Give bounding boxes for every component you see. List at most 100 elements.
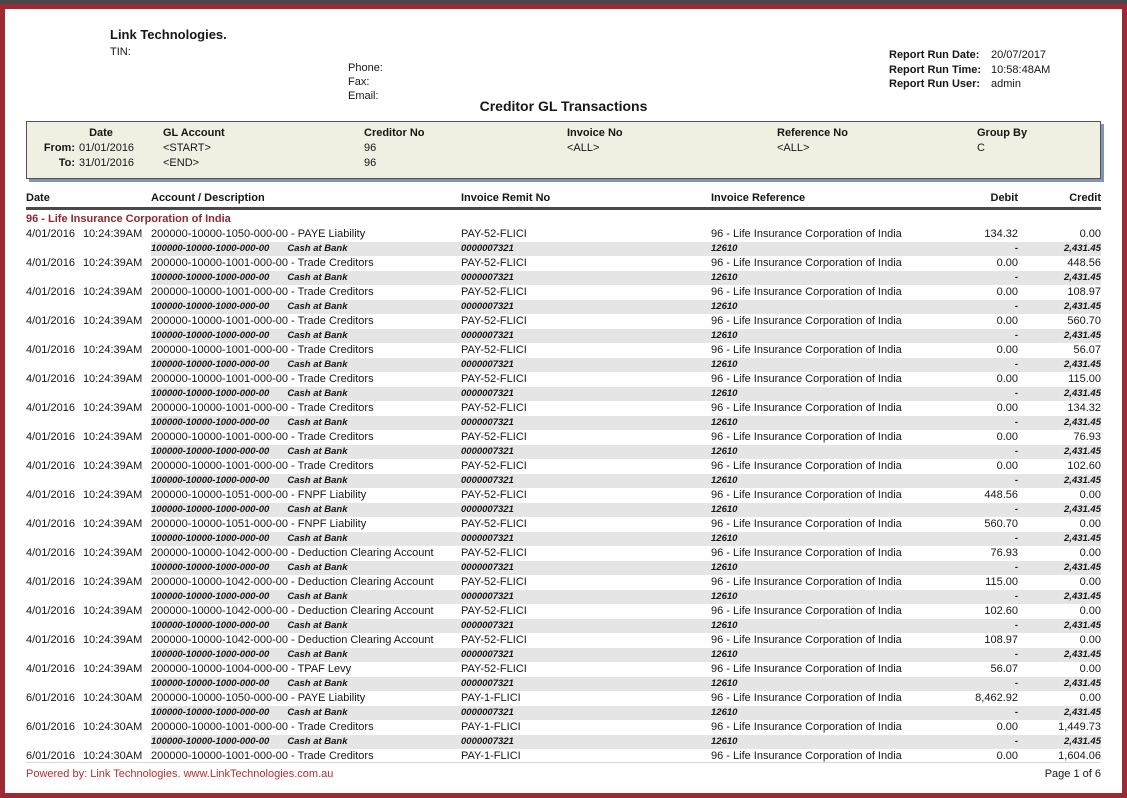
gl-contra-subrow: 100000-10000-1000-000-00 Cash at Bank 0000… [26,241,1101,256]
filter-from-date: 01/01/2016 [79,142,135,154]
contra-debit: - [941,299,1018,314]
contra-reference: 12610 [711,734,941,749]
contra-debit: - [941,415,1018,430]
transaction-time: 10:24:39AM [82,605,143,617]
report-run-time-value: 10:58:48AM [991,63,1051,76]
transaction-date-cell: 4/01/2016 10:24:39AM [26,343,151,358]
contra-debit: - [941,328,1018,343]
contra-credit: 2,431.45 [1018,560,1101,575]
invoice-reference: 96 - Life Insurance Corporation of India [711,489,902,501]
contra-account-code: 100000-10000-1000-000-00 [151,619,270,631]
credit-amount: 0.00 [1079,605,1101,617]
filter-group-by-value: C [977,142,985,154]
transaction-date-cell: 4/01/2016 10:24:39AM [26,488,151,503]
vendor-url-link[interactable]: www.LinkTechnologies.com.au [183,768,334,780]
transaction-date-cell: 4/01/2016 10:24:39AM [26,662,151,677]
transaction-time: 10:24:30AM [82,721,143,733]
transaction-row: 4/01/2016 10:24:39AM 200000-10000-1051-000… [26,517,1101,532]
contra-debit: - [941,676,1018,691]
transaction-time: 10:24:39AM [82,402,143,414]
contra-reference: 12610 [711,473,941,488]
contra-account-code: 100000-10000-1000-000-00 [151,532,270,544]
credit-amount: 76.93 [1073,431,1101,443]
account-description: 200000-10000-1001-000-00 - Trade Credito… [151,315,374,327]
gl-contra-subrow: 100000-10000-1000-000-00 Cash at Bank 0000… [26,618,1101,634]
gl-contra-subrow: 100000-10000-1000-000-00 Cash at Bank 0000… [26,647,1101,663]
contra-account-cell: 100000-10000-1000-000-00 Cash at Bank [151,734,461,749]
contra-empty-date-cell [26,271,151,286]
transaction-date: 6/01/2016 [26,750,75,762]
credit-amount: 56.07 [1073,344,1101,356]
contra-account-cell: 100000-10000-1000-000-00 Cash at Bank [151,473,461,488]
email-label: Email: [348,90,379,102]
invoice-reference: 96 - Life Insurance Corporation of India [711,431,902,443]
contra-credit: 2,431.45 [1018,328,1101,343]
contra-remit-no: 0000007321 [461,444,711,459]
contra-credit: 2,431.45 [1018,531,1101,546]
contra-account-code: 100000-10000-1000-000-00 [151,735,270,747]
transaction-date-cell: 4/01/2016 10:24:39AM [26,256,151,271]
contra-account-description: Cash at Bank [287,445,348,457]
contra-reference: 12610 [711,502,941,517]
filter-to-row: To: 31/01/2016 <END> 96 [39,156,1100,171]
credit-amount: 134.32 [1067,402,1101,414]
filter-invoice-no-value: <ALL> [567,142,600,154]
account-description: 200000-10000-1042-000-00 - Deduction Cle… [151,547,434,559]
report-run-date-value: 20/07/2017 [991,49,1047,61]
filter-from-row: From: 01/01/2016 <START> 96 <ALL> <ALL> … [39,141,1100,156]
filter-header-date: Date [89,127,113,139]
contra-reference: 12610 [711,618,941,633]
contra-empty-date-cell [26,648,151,663]
filter-header-creditor-no: Creditor No [364,127,425,139]
contra-remit-no: 0000007321 [461,589,711,604]
contra-debit: - [941,444,1018,459]
report-run-user-value: admin [991,78,1021,90]
report-title: Creditor GL Transactions [479,98,648,114]
transaction-time: 10:24:39AM [82,431,143,443]
gl-contra-subrow: 100000-10000-1000-000-00 Cash at Bank 0000… [26,357,1101,372]
contra-credit: 2,431.45 [1018,502,1101,517]
gl-contra-subrow: 100000-10000-1000-000-00 Cash at Bank 0000… [26,502,1101,517]
contra-account-cell: 100000-10000-1000-000-00 Cash at Bank [151,328,461,343]
contra-account-cell: 100000-10000-1000-000-00 Cash at Bank [151,531,461,546]
contra-debit: - [941,734,1018,749]
transaction-date: 4/01/2016 [26,431,75,443]
invoice-remit-no: PAY-52-FLICI [461,460,527,472]
contra-empty-date-cell [26,329,151,344]
contra-account-code: 100000-10000-1000-000-00 [151,677,270,689]
debit-amount: 0.00 [996,257,1018,269]
account-description: 200000-10000-1050-000-00 - PAYE Liabilit… [151,692,366,704]
contra-remit-no: 0000007321 [461,270,711,285]
transaction-date-cell: 4/01/2016 10:24:39AM [26,517,151,532]
transaction-row: 4/01/2016 10:24:39AM 200000-10000-1004-000… [26,662,1101,677]
invoice-remit-no: PAY-52-FLICI [461,663,527,675]
credit-amount: 0.00 [1079,634,1101,646]
contra-account-code: 100000-10000-1000-000-00 [151,271,270,283]
gl-contra-subrow: 100000-10000-1000-000-00 Cash at Bank 0000… [26,270,1101,286]
contra-empty-date-cell [26,300,151,315]
transaction-date: 4/01/2016 [26,576,75,588]
contra-account-description: Cash at Bank [287,300,348,312]
contra-account-description: Cash at Bank [287,706,348,718]
transaction-time: 10:24:39AM [82,518,143,530]
invoice-remit-no: PAY-1-FLICI [461,750,521,762]
contra-empty-date-cell [26,677,151,692]
debit-amount: 0.00 [996,721,1018,733]
contra-credit: 2,431.45 [1018,676,1101,691]
gl-contra-subrow: 100000-10000-1000-000-00 Cash at Bank 0000… [26,560,1101,575]
transaction-row: 4/01/2016 10:24:39AM 200000-10000-1042-000… [26,604,1101,619]
transaction-date-cell: 6/01/2016 10:24:30AM [26,749,151,764]
transaction-time: 10:24:39AM [82,344,143,356]
transaction-time: 10:24:39AM [82,228,143,240]
filter-creditor-no-from: 96 [364,142,377,154]
contra-account-code: 100000-10000-1000-000-00 [151,503,270,515]
contra-empty-date-cell [26,619,151,634]
contra-account-description: Cash at Bank [287,532,348,544]
debit-amount: 0.00 [996,402,1018,414]
contra-account-cell: 100000-10000-1000-000-00 Cash at Bank [151,299,461,314]
filter-header-gl-account: GL Account [163,127,225,139]
debit-amount: 0.00 [996,460,1018,472]
debit-amount: 560.70 [984,518,1018,530]
transaction-row: 4/01/2016 10:24:39AM 200000-10000-1001-000… [26,401,1101,416]
invoice-remit-no: PAY-52-FLICI [461,286,527,298]
